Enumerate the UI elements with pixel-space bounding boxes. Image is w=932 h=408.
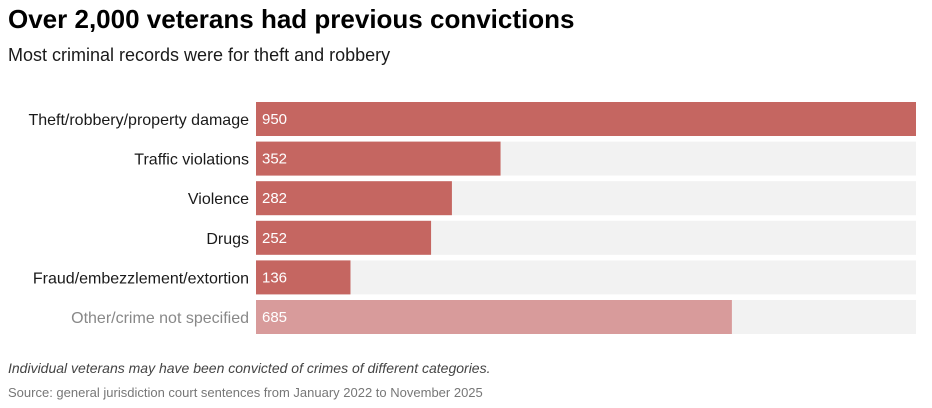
chart-note: Individual veterans may have been convic… <box>8 360 491 376</box>
bar-track <box>256 260 916 295</box>
value-label: 950 <box>262 111 287 128</box>
category-label: Theft/robbery/property damage <box>28 112 249 129</box>
category-label: Traffic violations <box>134 152 249 169</box>
bar <box>256 181 452 216</box>
value-label: 252 <box>262 230 287 247</box>
value-label: 282 <box>262 190 287 207</box>
category-label: Violence <box>188 191 249 208</box>
category-label: Other/crime not specified <box>71 310 249 327</box>
value-label: 685 <box>262 309 287 326</box>
bar <box>256 260 351 295</box>
category-label: Fraud/embezzlement/extortion <box>33 270 249 287</box>
category-label: Drugs <box>206 231 249 248</box>
chart-subtitle: Most criminal records were for theft and… <box>8 45 391 65</box>
value-label: 136 <box>262 269 287 286</box>
bar <box>256 141 501 176</box>
bar <box>256 300 732 334</box>
chart-title: Over 2,000 veterans had previous convict… <box>8 4 575 34</box>
bar <box>256 102 916 136</box>
chart-source: Source: general jurisdiction court sente… <box>8 385 483 400</box>
value-label: 352 <box>262 151 287 168</box>
bar <box>256 220 432 255</box>
